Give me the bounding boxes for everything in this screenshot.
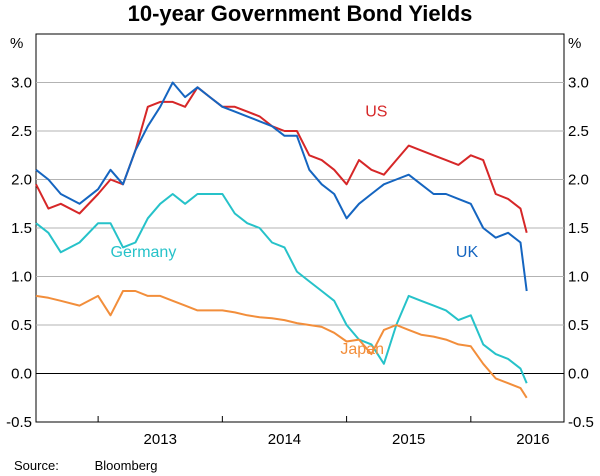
series-label-germany: Germany — [111, 244, 177, 261]
y-tick-label-right: 3.0 — [568, 75, 589, 92]
series-label-uk: UK — [456, 244, 479, 261]
axis-labels: -0.5 -0.5 0.0 0.0 0.5 0.5 1.0 1.0 1.5 1.5 2.0 2.0 2.… — [6, 35, 594, 448]
series-annotations: US UK Germany Japan — [111, 103, 479, 358]
chart-title: 10-year Government Bond Yields — [127, 1, 473, 26]
y-tick-label-left: 3.0 — [11, 75, 32, 92]
x-tick-label: 2013 — [144, 431, 177, 448]
series-lines — [35, 81, 528, 399]
series-label-japan: Japan — [340, 341, 384, 358]
y-tick-label-right: 1.5 — [568, 220, 589, 237]
series-line-japan — [35, 290, 528, 399]
source-value: Bloomberg — [94, 458, 158, 473]
y-tick-label-left: 2.0 — [11, 172, 32, 189]
series-line-germany — [35, 193, 528, 384]
series-label-us: US — [365, 103, 387, 120]
y-tick-label-left: 2.5 — [11, 123, 32, 140]
y-tick-label-left: 0.0 — [11, 366, 32, 383]
series-line-uk — [35, 81, 528, 292]
y-tick-label-left: -0.5 — [6, 414, 32, 431]
y-unit-right: % — [568, 35, 581, 52]
source-note: Source: Bloomberg — [14, 458, 158, 473]
x-tick-label: 2014 — [268, 431, 301, 448]
series-line-us — [35, 86, 528, 234]
y-unit-left: % — [10, 35, 23, 52]
y-tick-label-left: 1.0 — [11, 269, 32, 286]
y-tick-label-right: 2.0 — [568, 172, 589, 189]
x-tick-label: 2016 — [516, 431, 549, 448]
y-tick-label-left: 0.5 — [11, 317, 32, 334]
y-tick-label-left: 1.5 — [11, 220, 32, 237]
y-tick-label-right: -0.5 — [568, 414, 594, 431]
y-tick-label-right: 1.0 — [568, 269, 589, 286]
x-tick-label: 2015 — [392, 431, 425, 448]
y-tick-label-right: 2.5 — [568, 123, 589, 140]
axis-ticks — [97, 416, 472, 422]
source-label: Source: — [14, 458, 59, 473]
y-tick-label-right: 0.5 — [568, 317, 589, 334]
y-tick-label-right: 0.0 — [568, 366, 589, 383]
